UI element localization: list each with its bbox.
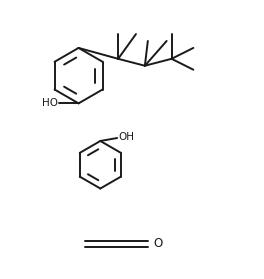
Text: HO: HO xyxy=(42,98,58,108)
Text: OH: OH xyxy=(118,132,134,142)
Text: O: O xyxy=(154,237,163,251)
